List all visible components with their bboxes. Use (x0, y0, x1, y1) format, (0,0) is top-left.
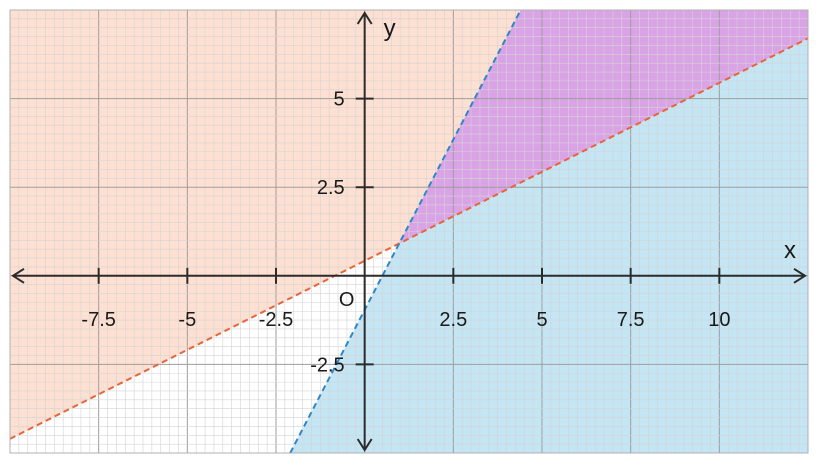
x-axis-arrow-right (793, 267, 807, 284)
origin-label: O (339, 289, 355, 311)
boundary-lines (10, 10, 808, 453)
grid (10, 10, 808, 453)
x-tick-label: 5 (536, 309, 547, 331)
y-axis-arrow-up (356, 11, 373, 25)
axes (11, 11, 807, 452)
boundary-line-2 (289, 10, 522, 453)
x-tick-label: -2.5 (259, 309, 293, 331)
tick-labels: -7.5 -5 -2.5 2.5 5 7.5 10 5 2.5 -2.5 Ox y (81, 15, 796, 376)
boundary-line-1 (10, 37, 808, 440)
plot-border (9, 9, 809, 454)
y-axis-label: y (384, 15, 396, 42)
x-tick-label: 2.5 (439, 309, 467, 331)
x-axis-label: x (784, 237, 796, 264)
shade-overlap-region (399, 10, 808, 244)
x-tick-label: 10 (708, 309, 730, 331)
y-tick-label: -2.5 (310, 354, 344, 376)
y-tick-label: 2.5 (317, 177, 345, 199)
y-tick-label: 5 (334, 89, 345, 111)
x-tick-label: 7.5 (617, 309, 645, 331)
y-axis-arrow-down (356, 438, 373, 452)
x-axis-arrow-left (11, 267, 25, 284)
x-tick-label: -5 (178, 309, 196, 331)
x-tick-label: -7.5 (81, 309, 115, 331)
